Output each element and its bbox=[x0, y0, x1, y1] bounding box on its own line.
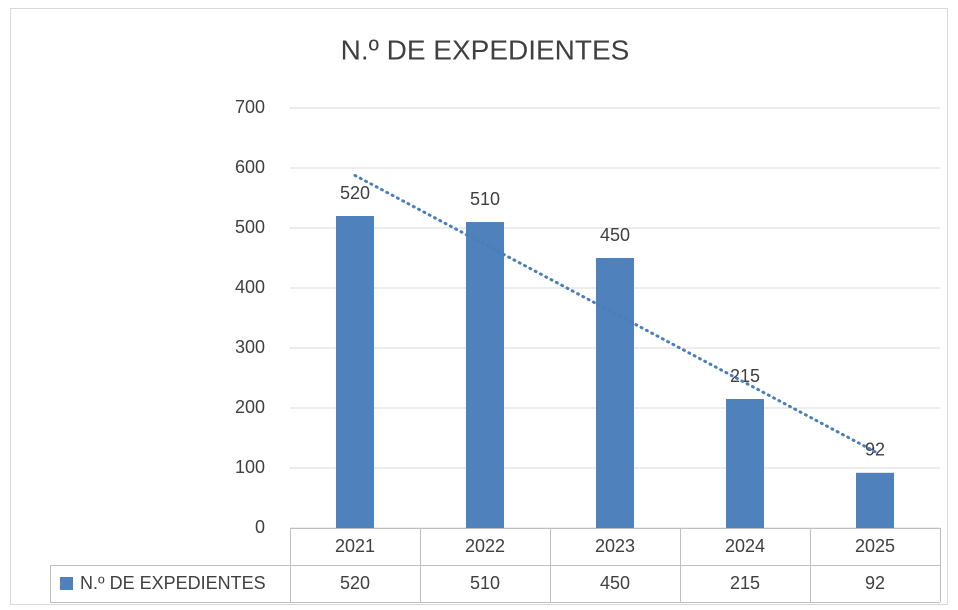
data-label: 450 bbox=[600, 225, 630, 245]
y-tick-label: 400 bbox=[235, 277, 265, 297]
bar bbox=[596, 258, 634, 528]
table-value: 215 bbox=[730, 573, 760, 593]
bar bbox=[856, 472, 894, 528]
table-value: 92 bbox=[865, 573, 885, 593]
legend-label: N.º DE EXPEDIENTES bbox=[80, 573, 266, 593]
y-tick-label: 300 bbox=[235, 337, 265, 357]
table-value: 510 bbox=[470, 573, 500, 593]
data-label: 520 bbox=[340, 183, 370, 203]
y-tick-label: 0 bbox=[255, 517, 265, 537]
y-tick-label: 500 bbox=[235, 217, 265, 237]
table-value: 520 bbox=[340, 573, 370, 593]
y-tick-label: 100 bbox=[235, 457, 265, 477]
bar bbox=[466, 222, 504, 528]
y-tick-label: 600 bbox=[235, 157, 265, 177]
data-label: 215 bbox=[730, 366, 760, 386]
y-tick-label: 200 bbox=[235, 397, 265, 417]
x-tick-label: 2023 bbox=[595, 536, 635, 556]
bar bbox=[726, 399, 764, 528]
chart-title: N.º DE EXPEDIENTES bbox=[341, 34, 630, 65]
y-tick-label: 700 bbox=[235, 97, 265, 117]
data-label: 92 bbox=[865, 440, 885, 460]
x-tick-label: 2022 bbox=[465, 536, 505, 556]
legend-swatch bbox=[60, 577, 73, 590]
x-tick-label: 2021 bbox=[335, 536, 375, 556]
x-tick-label: 2024 bbox=[725, 536, 765, 556]
table-value: 450 bbox=[600, 573, 630, 593]
trendline bbox=[353, 173, 877, 454]
x-tick-label: 2025 bbox=[855, 536, 895, 556]
data-label: 510 bbox=[470, 189, 500, 209]
bar bbox=[336, 216, 374, 528]
